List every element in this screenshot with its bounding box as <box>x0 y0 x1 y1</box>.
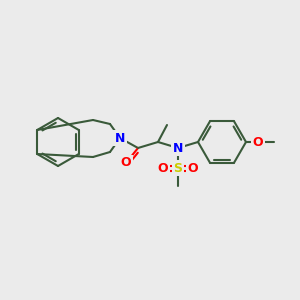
Text: N: N <box>115 131 125 145</box>
Text: O: O <box>158 161 168 175</box>
Text: O: O <box>188 161 198 175</box>
Text: S: S <box>173 161 182 175</box>
Text: O: O <box>121 157 131 169</box>
Text: O: O <box>253 136 263 148</box>
Text: N: N <box>173 142 183 154</box>
